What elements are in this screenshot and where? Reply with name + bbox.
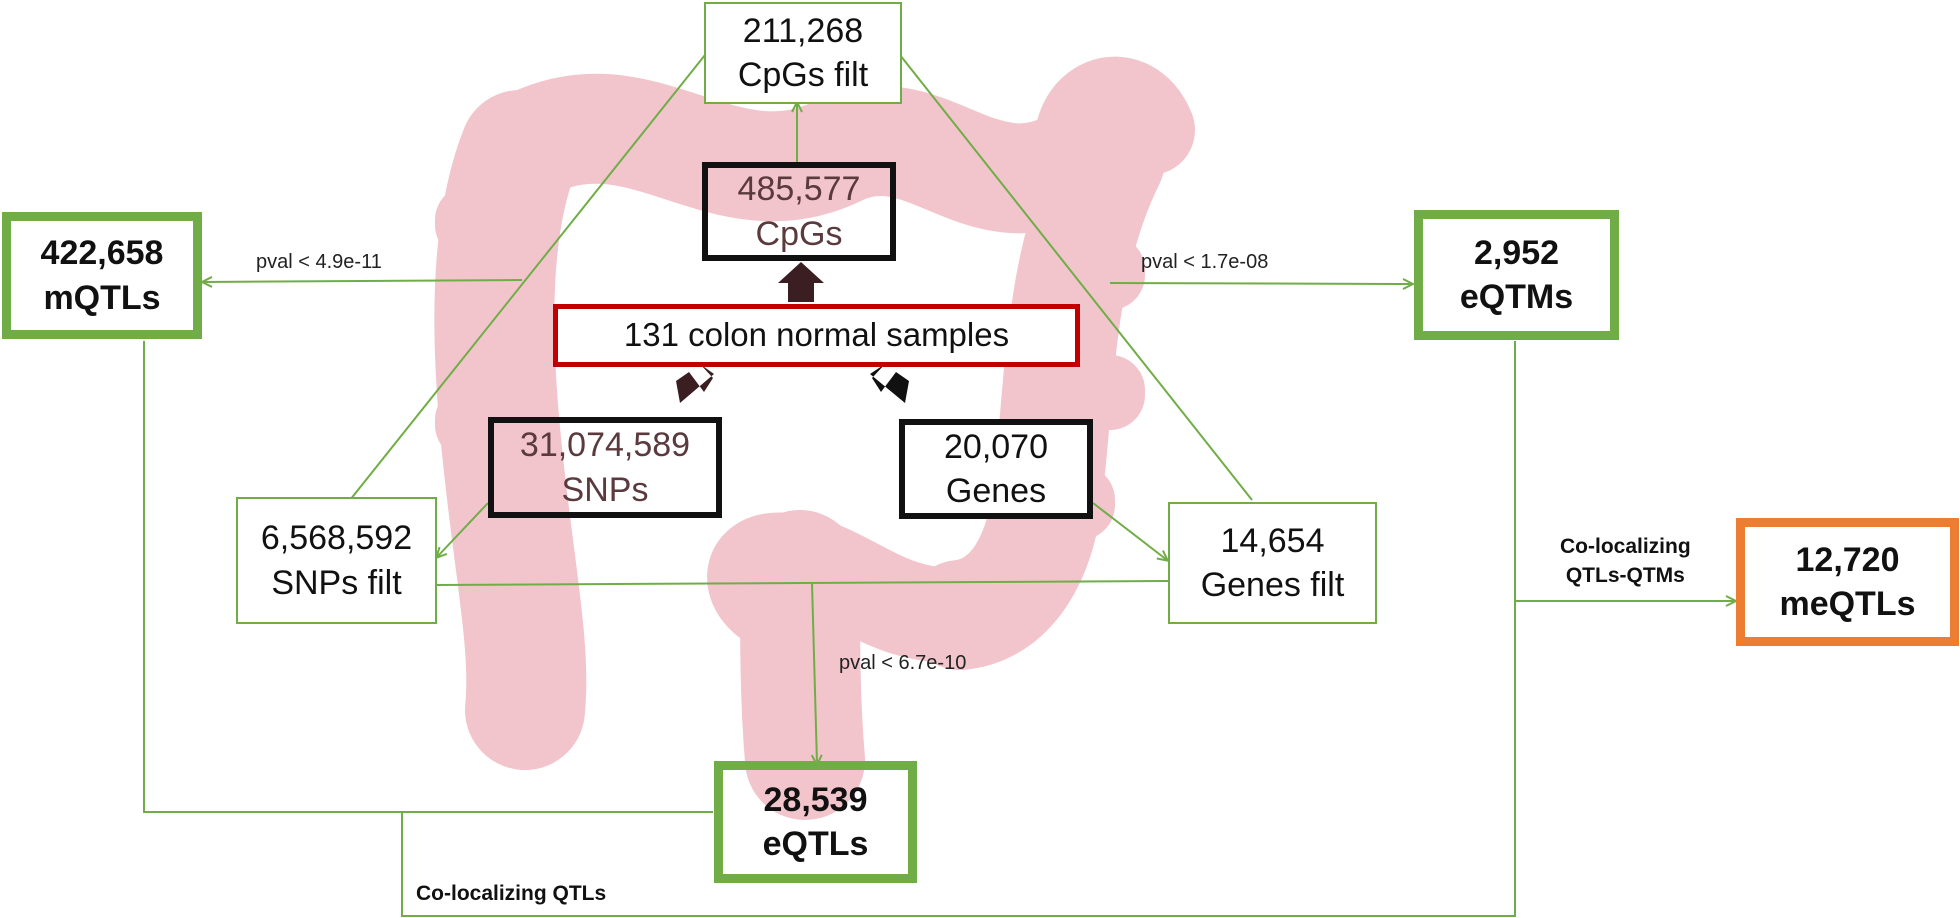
eqtm-threshold-label: pval < 1.7e-08 bbox=[1141, 251, 1269, 273]
connector-cpgsfilt-genesfilt bbox=[899, 54, 1253, 501]
colocalizing-qtls-qtms-label: Co-localizing QTLs-QTMs bbox=[1560, 532, 1691, 591]
genes-box: 20,070 Genes bbox=[899, 419, 1093, 519]
connector-snpsfilt-genesfilt bbox=[436, 580, 1169, 586]
snps-filtered-value: 6,568,592 bbox=[260, 519, 413, 558]
eqtms-unit: eQTMs bbox=[1459, 278, 1574, 316]
eqtls-box: 28,539 eQTLs bbox=[714, 761, 917, 883]
cpgs-filtered-box: 211,268 CpGs filt bbox=[704, 2, 902, 104]
eqtls-unit: eQTLs bbox=[762, 825, 869, 863]
colocalizing-qtls-label: Co-localizing QTLs bbox=[416, 882, 607, 905]
arrow-genes-filter bbox=[1092, 502, 1167, 560]
colocalizing-qtls-qtms-line1: Co-localizing bbox=[1560, 535, 1691, 558]
colocalizing-qtls-qtms-line2: QTLs-QTMs bbox=[1565, 564, 1685, 588]
connector-cpgsfilt-snpsfilt bbox=[349, 54, 706, 501]
eqtl-threshold-label: pval < 6.7e-10 bbox=[839, 652, 967, 674]
meqtls-unit: meQTLs bbox=[1779, 585, 1916, 623]
cpgs-filtered-unit: CpGs filt bbox=[737, 56, 869, 94]
snps-unit: SNPs bbox=[561, 470, 649, 509]
arrow-samples-snps bbox=[676, 364, 714, 403]
snps-box: 31,074,589 SNPs bbox=[488, 417, 722, 518]
mqtls-unit: mQTLs bbox=[43, 278, 161, 317]
snps-filtered-unit: SNPs filt bbox=[271, 563, 402, 602]
genes-filtered-value: 14,654 bbox=[1220, 521, 1325, 560]
arrow-eqtls bbox=[812, 582, 817, 764]
samples-box: 131 colon normal samples bbox=[553, 304, 1080, 367]
cpgs-filtered-value: 211,268 bbox=[742, 11, 864, 50]
cpgs-box: 485,577 CpGs bbox=[702, 162, 896, 261]
eqtms-value: 2,952 bbox=[1473, 233, 1560, 272]
snps-filtered-box: 6,568,592 SNPs filt bbox=[236, 497, 437, 624]
genes-unit: Genes bbox=[945, 472, 1047, 510]
snps-value: 31,074,589 bbox=[519, 426, 691, 465]
arrow-mqtls bbox=[203, 280, 523, 282]
arrow-samples-cpgs bbox=[778, 262, 824, 302]
meqtls-value: 12,720 bbox=[1795, 540, 1900, 579]
arrow-eqtms bbox=[1109, 283, 1412, 284]
genes-filtered-box: 14,654 Genes filt bbox=[1168, 502, 1377, 624]
cpgs-unit: CpGs bbox=[755, 214, 843, 253]
genes-filtered-unit: Genes filt bbox=[1200, 566, 1345, 604]
mqtl-threshold-label: pval < 4.9e-11 bbox=[256, 251, 382, 273]
cpgs-value: 485,577 bbox=[737, 170, 861, 209]
connector-colocalizing-qtls bbox=[401, 341, 1516, 917]
mqtls-box: 422,658 mQTLs bbox=[2, 212, 202, 339]
eqtms-box: 2,952 eQTMs bbox=[1414, 210, 1619, 340]
connector-mqtls-eqtls bbox=[143, 341, 713, 813]
arrow-snps-filter bbox=[437, 502, 489, 557]
genes-value: 20,070 bbox=[944, 427, 1048, 466]
meqtls-box: 12,720 meQTLs bbox=[1736, 518, 1959, 646]
arrow-samples-genes bbox=[870, 364, 909, 403]
eqtls-value: 28,539 bbox=[763, 780, 868, 819]
mqtls-value: 422,658 bbox=[40, 234, 164, 273]
samples-label: 131 colon normal samples bbox=[623, 316, 1010, 354]
